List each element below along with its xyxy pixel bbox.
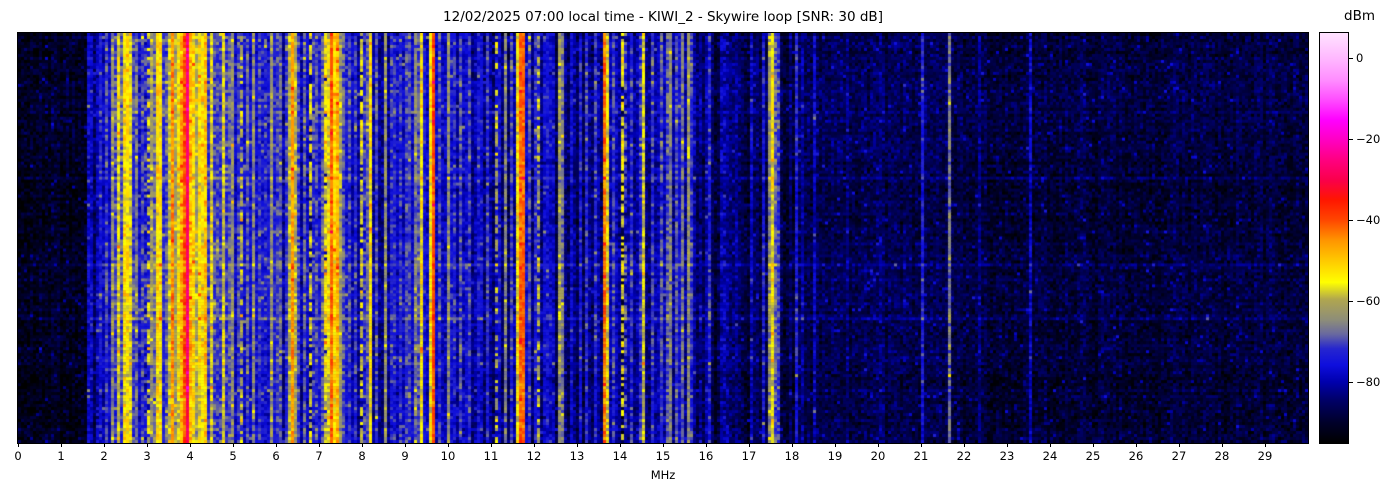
x-tick-mark (404, 443, 406, 447)
x-tick-label: 18 (784, 449, 800, 463)
x-tick-label: 29 (1257, 449, 1273, 463)
x-tick-mark (705, 443, 707, 447)
x-tick-label: 15 (655, 449, 671, 463)
x-tick-label: 26 (1128, 449, 1144, 463)
colorbar (1319, 32, 1349, 444)
x-tick-label: 27 (1171, 449, 1187, 463)
colorbar-tick-label: −20 (1356, 132, 1381, 147)
x-tick-mark (1049, 443, 1051, 447)
x-tick-label: 20 (870, 449, 886, 463)
x-tick-mark (103, 443, 105, 447)
x-tick-label: 10 (440, 449, 456, 463)
x-tick-mark (963, 443, 965, 447)
x-tick-mark (490, 443, 492, 447)
x-tick-label: 0 (14, 449, 22, 463)
x-axis-label: MHz (650, 468, 676, 482)
colorbar-tick-label: −60 (1356, 294, 1381, 309)
chart-title: 12/02/2025 07:00 local time - KIWI_2 - S… (443, 9, 883, 25)
x-tick-label: 4 (186, 449, 194, 463)
x-tick-label: 13 (569, 449, 585, 463)
x-tick-mark (619, 443, 621, 447)
waterfall-canvas (18, 33, 1308, 443)
x-tick-mark (834, 443, 836, 447)
x-tick-label: 9 (401, 449, 409, 463)
x-tick-mark (60, 443, 62, 447)
x-tick-label: 25 (1085, 449, 1101, 463)
x-tick-label: 8 (358, 449, 366, 463)
colorbar-gradient (1320, 33, 1348, 443)
x-tick-label: 5 (229, 449, 237, 463)
colorbar-tick-mark (1348, 138, 1353, 140)
colorbar-tick-mark (1348, 300, 1353, 302)
x-tick-label: 6 (272, 449, 280, 463)
colorbar-tick-mark (1348, 57, 1353, 59)
x-tick-mark (232, 443, 234, 447)
x-tick-mark (17, 443, 19, 447)
x-tick-label: 16 (698, 449, 714, 463)
x-tick-label: 19 (827, 449, 843, 463)
x-tick-label: 28 (1214, 449, 1230, 463)
x-tick-mark (877, 443, 879, 447)
x-tick-label: 11 (483, 449, 499, 463)
x-tick-mark (1135, 443, 1137, 447)
x-tick-label: 12 (526, 449, 542, 463)
x-tick-mark (533, 443, 535, 447)
x-tick-mark (1264, 443, 1266, 447)
x-tick-label: 17 (741, 449, 757, 463)
x-tick-mark (662, 443, 664, 447)
x-tick-label: 7 (315, 449, 323, 463)
x-tick-mark (1006, 443, 1008, 447)
x-tick-mark (791, 443, 793, 447)
x-tick-mark (189, 443, 191, 447)
x-tick-mark (1092, 443, 1094, 447)
x-tick-label: 24 (1042, 449, 1058, 463)
x-tick-mark (748, 443, 750, 447)
colorbar-label: dBm (1344, 8, 1375, 24)
colorbar-tick-mark (1348, 381, 1353, 383)
colorbar-tick-label: 0 (1356, 51, 1364, 66)
x-tick-mark (576, 443, 578, 447)
x-tick-label: 3 (143, 449, 151, 463)
x-tick-label: 22 (956, 449, 972, 463)
x-tick-label: 2 (100, 449, 108, 463)
x-tick-label: 21 (913, 449, 929, 463)
x-tick-mark (920, 443, 922, 447)
x-tick-mark (447, 443, 449, 447)
plot-area (17, 32, 1309, 444)
colorbar-tick-mark (1348, 219, 1353, 221)
x-tick-mark (1221, 443, 1223, 447)
x-tick-mark (361, 443, 363, 447)
x-tick-mark (275, 443, 277, 447)
x-tick-label: 1 (57, 449, 65, 463)
x-tick-label: 23 (999, 449, 1015, 463)
colorbar-tick-label: −80 (1356, 375, 1381, 390)
x-tick-mark (1178, 443, 1180, 447)
x-tick-mark (318, 443, 320, 447)
x-tick-mark (146, 443, 148, 447)
x-tick-label: 14 (612, 449, 628, 463)
colorbar-tick-label: −40 (1356, 213, 1381, 228)
